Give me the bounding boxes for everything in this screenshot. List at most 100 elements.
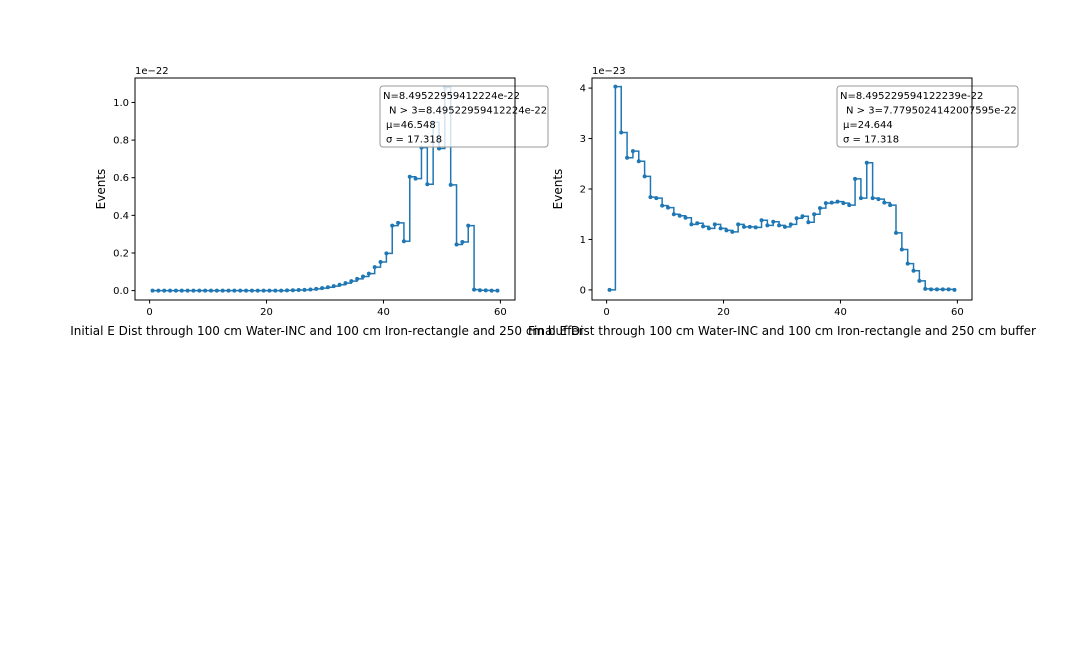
data-point <box>934 287 939 292</box>
y-tick-label: 0.2 <box>113 248 129 259</box>
stats-line: N=8.49522959412224e-22 <box>383 91 520 102</box>
data-point <box>905 261 910 266</box>
data-point <box>320 286 325 291</box>
y-tick-label: 0.6 <box>113 173 129 184</box>
x-tick-label: 0 <box>603 307 609 318</box>
data-point <box>753 225 758 230</box>
data-point <box>226 288 231 293</box>
data-point <box>483 288 488 293</box>
stats-line: σ = 17.318 <box>843 135 899 146</box>
data-point <box>812 212 817 217</box>
data-point <box>648 195 653 200</box>
data-point <box>636 159 641 164</box>
data-point <box>712 222 717 227</box>
data-point <box>788 222 793 227</box>
data-point <box>847 203 852 208</box>
data-point <box>489 288 494 293</box>
stats-box <box>836 85 1019 148</box>
data-point <box>654 196 659 201</box>
stats-line: N > 3=7.779502414200759​5e-22 <box>846 106 1017 117</box>
data-point <box>683 215 688 220</box>
data-point <box>437 146 441 151</box>
data-point <box>923 286 928 291</box>
left-chart-panel: N=8.49522959412224e-22 N > 3=8.4952295941… <box>70 66 584 338</box>
data-point <box>765 223 770 228</box>
stats-line: N=8.495229594122239e-22 <box>840 91 983 102</box>
data-point <box>742 224 746 229</box>
data-point <box>244 288 249 293</box>
data-point <box>899 247 904 252</box>
data-point <box>771 219 776 224</box>
data-point <box>179 288 184 293</box>
data-point <box>882 200 887 205</box>
data-point <box>466 223 471 228</box>
data-point <box>460 240 465 245</box>
x-tick-label: 40 <box>377 307 390 318</box>
data-point <box>759 218 764 223</box>
data-point <box>724 228 729 233</box>
data-point <box>425 182 430 187</box>
data-point <box>308 287 313 292</box>
data-point <box>261 288 266 293</box>
data-point <box>150 288 155 293</box>
data-point <box>917 278 922 283</box>
data-point <box>390 223 395 228</box>
data-point <box>940 287 945 292</box>
data-point <box>290 288 295 293</box>
data-point <box>366 271 371 276</box>
x-tick-label: 20 <box>717 307 730 318</box>
stats-line: μ=46.548 <box>386 120 436 131</box>
data-point <box>829 200 834 205</box>
data-point <box>477 288 482 293</box>
data-point <box>782 224 787 229</box>
data-point <box>355 276 360 281</box>
data-point <box>314 286 319 291</box>
data-point <box>706 226 711 231</box>
data-point <box>267 288 272 293</box>
data-point <box>232 288 237 293</box>
data-point <box>325 285 330 290</box>
data-point <box>747 224 752 229</box>
data-point <box>472 287 477 292</box>
data-point <box>173 288 178 293</box>
x-tick-label: 40 <box>834 307 847 318</box>
stats-box <box>379 85 549 148</box>
data-point <box>642 174 647 179</box>
data-point <box>619 130 624 135</box>
data-point <box>185 288 190 293</box>
x-tick-label: 20 <box>260 307 273 318</box>
data-point <box>203 288 208 293</box>
stats-line: μ=24.644 <box>843 120 893 131</box>
data-point <box>396 220 401 225</box>
x-tick-label: 0 <box>146 307 152 318</box>
data-point <box>378 259 383 264</box>
y-axis-label: Events <box>94 169 108 210</box>
y-axis-label: Events <box>551 169 565 210</box>
data-point <box>677 213 682 218</box>
data-point <box>718 226 723 231</box>
x-axis-label: Final E Dist through 100 cm Water-INC an… <box>528 324 1036 338</box>
data-point <box>625 155 630 160</box>
data-point <box>285 288 289 293</box>
data-point <box>372 265 377 270</box>
right-chart-panel: N=8.495229594122239e-22 N > 3=7.779502414… <box>528 66 1036 338</box>
data-point <box>730 229 735 234</box>
data-point <box>495 288 500 293</box>
x-axis-label: Initial E Dist through 100 cm Water-INC … <box>70 324 584 338</box>
data-point <box>168 288 173 293</box>
data-point <box>952 287 957 292</box>
y-tick-label: 2 <box>580 185 586 196</box>
data-point <box>337 282 342 287</box>
y-tick-label: 0.0 <box>113 286 129 297</box>
data-point <box>214 288 219 293</box>
stats-line: N > 3=8.49522959412224e-22 <box>389 106 547 117</box>
data-point <box>689 222 694 227</box>
plot-frame <box>134 77 516 301</box>
data-point <box>671 212 676 217</box>
data-point <box>454 242 459 247</box>
data-point <box>888 203 893 208</box>
data-point <box>666 205 670 210</box>
data-point <box>841 201 846 206</box>
data-point <box>407 174 412 179</box>
